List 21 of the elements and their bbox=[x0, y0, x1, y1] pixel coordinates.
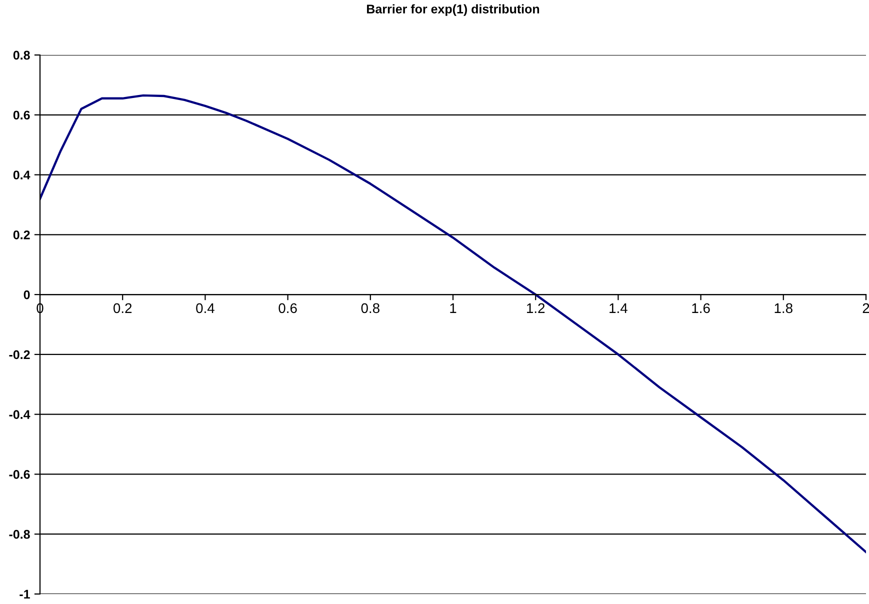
y-tick-label: 0.8 bbox=[13, 50, 30, 60]
y-tick-label: 0.4 bbox=[13, 170, 30, 180]
y-tick-label: -0.8 bbox=[9, 530, 30, 539]
x-tick-label: 1 bbox=[450, 303, 456, 313]
x-tick-label: 0.6 bbox=[278, 303, 297, 314]
y-tick-label: -1 bbox=[20, 590, 30, 599]
x-tick-label: 2 bbox=[862, 303, 869, 313]
y-tick-label: -0.2 bbox=[9, 350, 30, 360]
x-tick-label: 1.4 bbox=[610, 303, 628, 313]
y-tick-label: 0 bbox=[24, 290, 30, 300]
x-tick-label: 1.6 bbox=[692, 303, 710, 314]
x-tick-label: 1.2 bbox=[527, 303, 545, 313]
y-tick-label: -0.4 bbox=[9, 410, 30, 419]
chart-title: Barrier for exp(1) distribution bbox=[367, 4, 540, 16]
y-tick-label: 0.2 bbox=[13, 230, 30, 240]
x-tick-label: 1.8 bbox=[774, 303, 792, 314]
y-tick-label: 0.6 bbox=[13, 110, 30, 120]
x-tick-label: 0.2 bbox=[113, 303, 132, 314]
x-tick-label: 0.8 bbox=[361, 303, 380, 314]
y-tick-label: -0.6 bbox=[9, 470, 30, 479]
x-tick-label: 0.4 bbox=[196, 303, 214, 314]
